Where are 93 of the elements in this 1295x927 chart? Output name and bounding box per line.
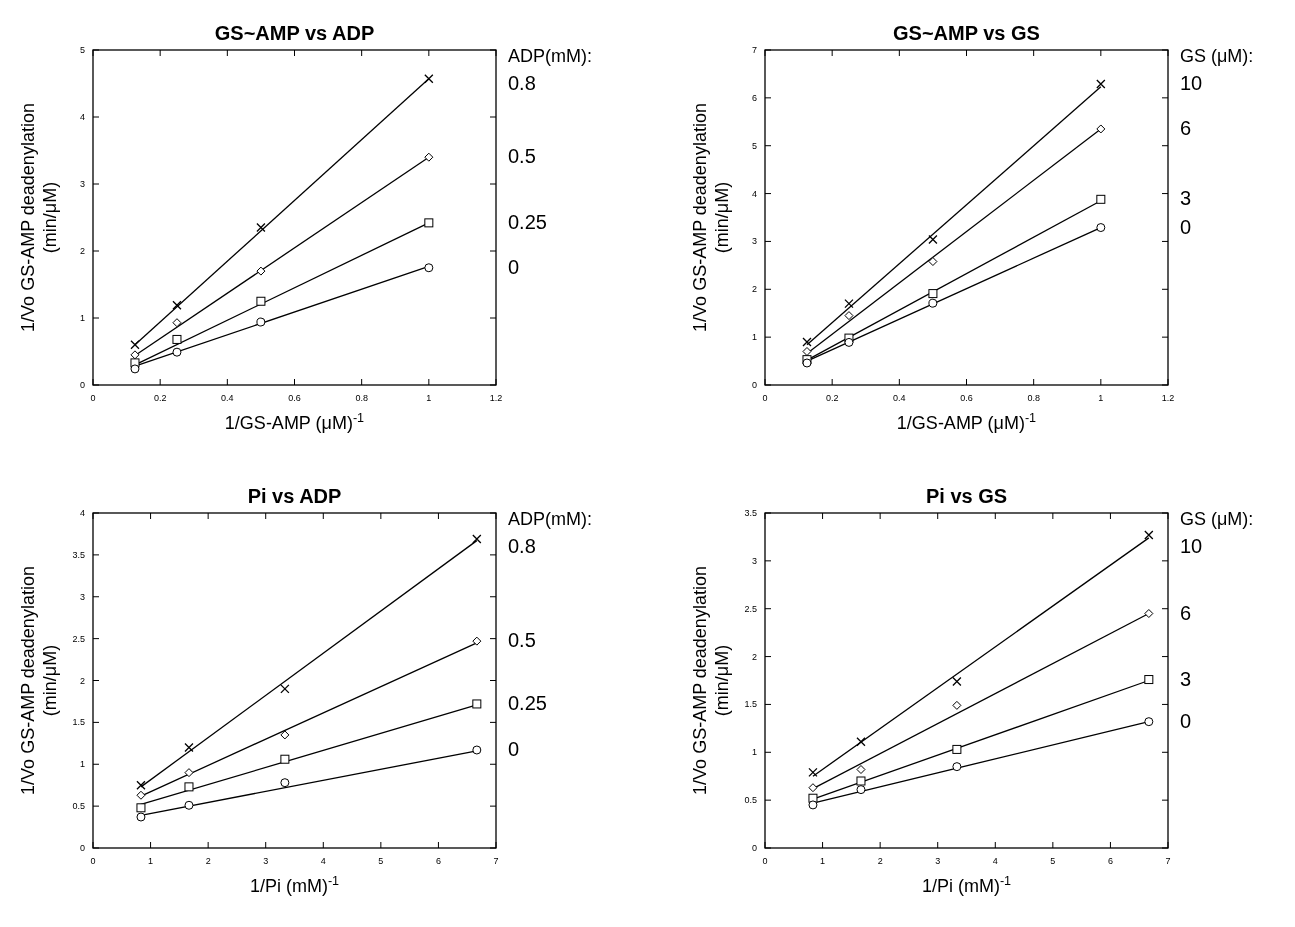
y-tick-label: 3: [79, 179, 85, 189]
y-tick-label: 0: [751, 380, 757, 390]
legend-label: 10: [1180, 535, 1203, 557]
x-tick-label: 0.6: [288, 393, 301, 403]
y-tick-label: 2: [751, 284, 757, 295]
y-axis-title: 1/Vo GS-AMP deadenylation (min/μM): [690, 566, 732, 795]
y-tick-label: 1: [79, 313, 85, 323]
y-tick-label: 0: [751, 843, 757, 853]
text: 0: [1180, 215, 1192, 238]
x-tick-label: 0: [762, 856, 768, 866]
x-tick-label: 0.2: [153, 393, 167, 403]
x-tick-label: 1: [820, 856, 826, 866]
x-tick-label: 2: [877, 856, 883, 866]
legend-label: 6: [1180, 601, 1192, 624]
y-tick-label: 3: [79, 591, 85, 602]
chart-title: Pi vs GS: [925, 485, 1008, 507]
y-tick-label: 3: [751, 236, 757, 247]
y-tick-label: 2: [751, 651, 757, 662]
x-tick-label: 5: [1050, 856, 1056, 866]
chart-title: GS~AMP vs ADP: [214, 22, 375, 44]
x-tick-label: 1: [148, 856, 154, 866]
legend-label: 0: [508, 255, 520, 278]
x-tick-label: 0: [762, 393, 768, 403]
y-tick-label: 4: [79, 112, 85, 122]
legend-title: GS (μM):: [1180, 46, 1254, 66]
y-axis-title: 1/Vo GS-AMP deadenylation (min/μM): [18, 566, 60, 795]
x-tick-label: 4: [320, 856, 326, 866]
y-tick-label: 1: [751, 332, 757, 343]
x-tick-label: 0.2: [825, 393, 839, 403]
x-axis-title: 1/GS-AMP (μM)$^{-1}$: [896, 411, 1037, 433]
y-tick-label: 0: [79, 843, 85, 853]
y-tick-label: 7: [751, 45, 757, 55]
legend-label: 6: [1180, 116, 1192, 139]
legend-label: 0: [508, 738, 520, 761]
y-axis-title: 1/Vo GS-AMP deadenylation (min/μM): [18, 103, 60, 332]
text: 0.5: [508, 145, 536, 168]
y-tick-label: 3: [751, 555, 757, 566]
legend-label: 3: [1180, 187, 1192, 210]
x-tick-label: 3: [263, 856, 269, 866]
x-tick-label: 7: [493, 856, 499, 866]
series-label: 0.5: [508, 629, 536, 652]
y-tick-label: 1.5: [744, 699, 757, 710]
legend-title: GS (μM):: [1180, 509, 1254, 529]
x-tick-label: 3: [935, 856, 941, 866]
x-tick-label: 1.2: [489, 393, 503, 403]
chart-title: GS~AMP vs GS: [893, 22, 1040, 44]
x-axis-title: 1/Pi (mM)$^{-1}$: [921, 874, 1012, 896]
y-tick-label: 0.5: [744, 795, 757, 806]
y-tick-label: 1: [79, 759, 85, 770]
x-tick-label: 1: [426, 393, 432, 403]
y-tick-label: 3.5: [744, 508, 757, 518]
x-tick-label: 0.4: [221, 393, 234, 403]
text: 0.25: [508, 210, 547, 233]
legend-label: 0.8: [508, 72, 536, 94]
x-tick-label: 0: [90, 856, 96, 866]
x-tick-label: 1: [1098, 393, 1104, 403]
x-tick-label: 0.8: [355, 393, 368, 403]
x-tick-label: 7: [1165, 856, 1171, 866]
legend-label: 0.25: [508, 691, 547, 714]
chart-title: Pi vs ADP: [247, 485, 342, 507]
legend-label: 0: [1180, 709, 1192, 732]
y-tick-label: 1.5: [72, 717, 85, 728]
y-tick-label: 3.5: [72, 549, 85, 560]
legend-label: 10: [1180, 72, 1203, 94]
y-tick-label: 0.5: [72, 801, 85, 812]
y-tick-label: 5: [751, 140, 757, 151]
x-tick-label: 0: [90, 393, 96, 403]
y-tick-label: 2.5: [72, 633, 85, 644]
y-tick-label: 5: [79, 45, 85, 55]
x-axis-title: 1/Pi (mM)$^{-1}$: [249, 874, 340, 896]
y-tick-label: 4: [79, 508, 85, 518]
x-axis-title: 1/GS-AMP (μM)$^{-1}$: [224, 411, 365, 433]
y-tick-label: 2: [79, 246, 85, 256]
y-tick-label: 2: [79, 675, 85, 686]
x-tick-label: 0.8: [1027, 393, 1040, 403]
x-tick-label: 2: [205, 856, 211, 866]
y-tick-label: 6: [751, 92, 757, 103]
y-tick-label: 2.5: [744, 603, 757, 614]
legend-title: ADP(mM):: [508, 509, 592, 529]
legend-label: 3: [1180, 667, 1192, 690]
x-tick-label: 5: [378, 856, 384, 866]
y-tick-label: 0: [79, 380, 85, 390]
x-tick-label: 0.4: [893, 393, 906, 403]
y-tick-label: 1: [751, 747, 757, 758]
y-tick-label: 4: [751, 188, 757, 199]
x-tick-label: 1.2: [1161, 393, 1175, 403]
legend-label: 0.8: [508, 535, 536, 557]
x-tick-label: 6: [1107, 856, 1113, 866]
x-tick-label: 6: [435, 856, 441, 866]
x-tick-label: 0.6: [960, 393, 973, 403]
legend-title: ADP(mM):: [508, 46, 592, 66]
y-axis-title: 1/Vo GS-AMP deadenylation (min/μM): [690, 103, 732, 332]
x-tick-label: 4: [992, 856, 998, 866]
